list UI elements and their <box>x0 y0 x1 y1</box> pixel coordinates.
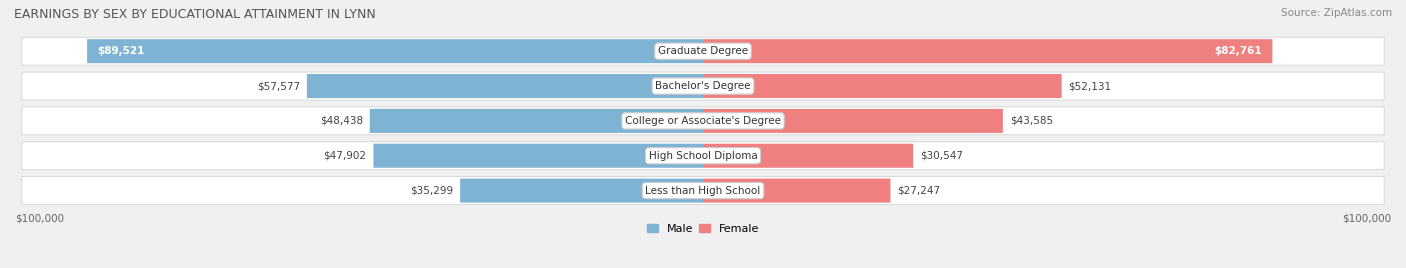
Text: Source: ZipAtlas.com: Source: ZipAtlas.com <box>1281 8 1392 18</box>
FancyBboxPatch shape <box>374 144 703 168</box>
Text: $52,131: $52,131 <box>1069 81 1112 91</box>
FancyBboxPatch shape <box>22 107 1384 135</box>
Text: $27,247: $27,247 <box>897 185 941 196</box>
Text: EARNINGS BY SEX BY EDUCATIONAL ATTAINMENT IN LYNN: EARNINGS BY SEX BY EDUCATIONAL ATTAINMEN… <box>14 8 375 21</box>
Text: High School Diploma: High School Diploma <box>648 151 758 161</box>
FancyBboxPatch shape <box>22 177 1384 204</box>
FancyBboxPatch shape <box>87 39 703 63</box>
FancyBboxPatch shape <box>703 144 912 168</box>
Text: $100,000: $100,000 <box>1341 213 1391 223</box>
Text: $48,438: $48,438 <box>319 116 363 126</box>
FancyBboxPatch shape <box>703 74 1062 98</box>
Text: $43,585: $43,585 <box>1010 116 1053 126</box>
Legend: Male, Female: Male, Female <box>647 224 759 234</box>
Text: $57,577: $57,577 <box>257 81 299 91</box>
FancyBboxPatch shape <box>703 39 1272 63</box>
Text: Less than High School: Less than High School <box>645 185 761 196</box>
FancyBboxPatch shape <box>307 74 703 98</box>
Text: $100,000: $100,000 <box>15 213 65 223</box>
FancyBboxPatch shape <box>22 72 1384 100</box>
FancyBboxPatch shape <box>703 109 1002 133</box>
Text: $82,761: $82,761 <box>1215 46 1263 56</box>
Text: $35,299: $35,299 <box>411 185 453 196</box>
FancyBboxPatch shape <box>703 178 890 203</box>
Text: Bachelor's Degree: Bachelor's Degree <box>655 81 751 91</box>
FancyBboxPatch shape <box>22 142 1384 170</box>
Text: $89,521: $89,521 <box>97 46 145 56</box>
FancyBboxPatch shape <box>22 37 1384 65</box>
Text: $30,547: $30,547 <box>920 151 963 161</box>
Text: Graduate Degree: Graduate Degree <box>658 46 748 56</box>
FancyBboxPatch shape <box>370 109 703 133</box>
Text: College or Associate's Degree: College or Associate's Degree <box>626 116 780 126</box>
Text: $47,902: $47,902 <box>323 151 367 161</box>
FancyBboxPatch shape <box>460 178 703 203</box>
